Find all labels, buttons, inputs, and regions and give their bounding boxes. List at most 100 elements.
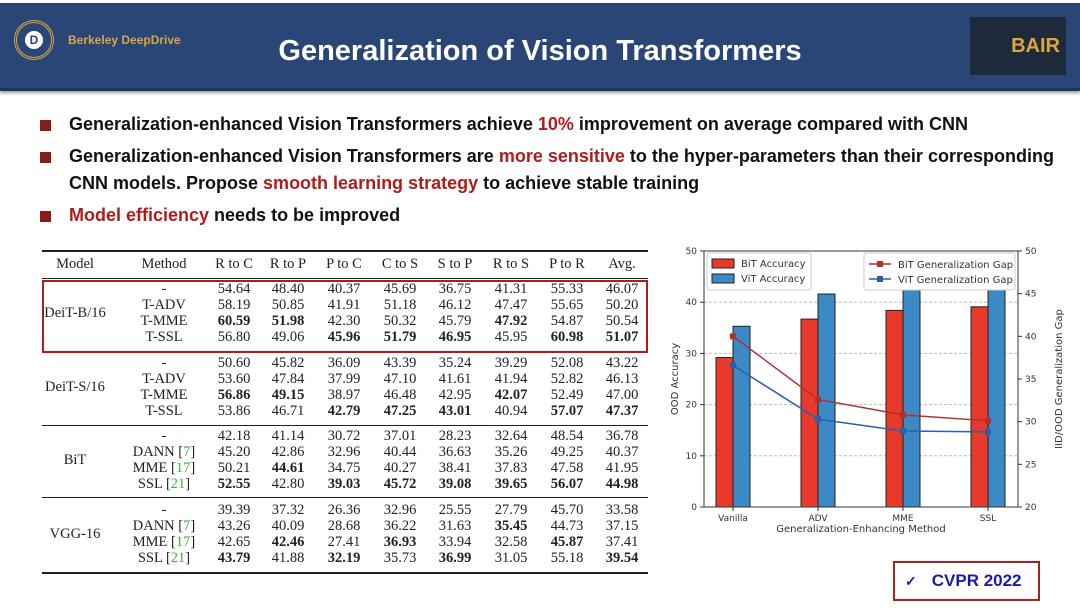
legend-swatch [711, 273, 735, 284]
table-cell: 45.87 [550, 534, 584, 550]
method-name: DANN [7] [132, 444, 196, 460]
table-cell: 36.99 [438, 550, 472, 566]
x-tick-label: ADV [808, 514, 828, 524]
gap-marker [900, 411, 906, 418]
y-tick-label: 50 [686, 247, 698, 257]
bar [902, 276, 921, 508]
table-cell: 53.60 [217, 371, 251, 387]
model-name: DeiT-B/16 [44, 305, 106, 321]
table-cell: 46.48 [383, 387, 417, 403]
y-tick-label: 40 [686, 298, 698, 308]
citation-link[interactable]: 17 [175, 534, 191, 550]
table-cell: 42.07 [494, 387, 528, 403]
table-cell: 51.79 [383, 329, 417, 345]
bullet-square-icon [40, 152, 51, 163]
table-cell: 28.23 [438, 428, 472, 444]
table-cell: 31.63 [438, 518, 472, 534]
table-cell: 50.54 [605, 313, 639, 329]
legend-marker [877, 276, 883, 282]
gap-marker [985, 428, 991, 435]
table-cell: 42.18 [217, 428, 251, 444]
table-rule [42, 572, 648, 574]
method-label: - [161, 281, 167, 297]
table-cell: 34.75 [327, 460, 361, 476]
column-header: P to C [326, 256, 362, 272]
table-cell: 45.95 [494, 329, 528, 345]
y2-tick-label: 30 [1025, 418, 1037, 428]
method-name: - [119, 355, 209, 372]
column-header: Method [141, 256, 187, 272]
highlight-box [42, 280, 648, 353]
x-axis-label: Generalization-Enhancing Method [776, 524, 945, 535]
table-cell: 35.24 [438, 355, 472, 371]
x-tick-label: Vanilla [718, 514, 748, 524]
table-cell: 54.64 [217, 281, 251, 297]
table-cell: 52.82 [550, 371, 584, 387]
table-cell: 32.96 [383, 502, 417, 518]
table-cell: 42.80 [271, 476, 305, 492]
table-cell: 44.73 [550, 518, 584, 534]
citation-link[interactable]: 7 [183, 518, 191, 534]
gap-line [732, 364, 989, 433]
table-rule [42, 250, 648, 252]
table-cell: 46.07 [605, 281, 639, 297]
bullet-text: improvement on average compared with CNN [573, 114, 968, 134]
table-cell: 49.25 [550, 444, 584, 460]
table-cell: 55.18 [550, 550, 584, 566]
y-tick-label: 0 [691, 503, 697, 513]
table-cell: 33.58 [605, 502, 639, 518]
accuracy-gap-chart: 0 10 20 30 40 50 20 25 30 35 40 45 50 Vanilla ADV MME SS… [670, 247, 1065, 535]
table-cell: 39.65 [494, 476, 528, 492]
citation-link[interactable]: 21 [170, 476, 186, 492]
y2-tick-label: 45 [1025, 290, 1036, 300]
table-cell: 32.96 [327, 444, 361, 460]
citation-link[interactable]: 7 [183, 444, 191, 460]
table-cell: 32.19 [327, 550, 361, 566]
table-cell: 51.98 [271, 313, 305, 329]
bullet-item: Model efficiency needs to be improved [40, 202, 1080, 229]
method-label: DANN [132, 444, 175, 460]
y2-tick-label: 25 [1025, 460, 1036, 470]
line-legend [863, 252, 1016, 291]
bullet-text: to the hyper-parameters than their corre… [69, 146, 1054, 193]
method-label: T-MME [140, 387, 188, 403]
table-cell: 32.64 [494, 428, 528, 444]
citation-link[interactable]: 17 [175, 460, 191, 476]
citation-link[interactable]: 21 [170, 550, 186, 566]
gap-marker [815, 396, 821, 403]
table-cell: 25.55 [438, 502, 472, 518]
table-cell: 41.91 [327, 297, 361, 313]
model-name: DeiT-S/16 [45, 379, 105, 395]
table-cell: 45.82 [271, 355, 305, 371]
table-cell: 39.39 [217, 502, 251, 518]
y-tick-label: 10 [686, 452, 698, 462]
table-cell: 28.68 [327, 518, 361, 534]
table-cell: 47.92 [494, 313, 528, 329]
table-cell: 41.14 [271, 428, 305, 444]
table-cell: 48.54 [550, 428, 584, 444]
gap-marker [900, 428, 906, 435]
bar [885, 309, 904, 508]
table-cell: 40.44 [383, 444, 417, 460]
table-cell: 55.65 [550, 297, 584, 313]
bullet-text: to achieve stable training [478, 173, 700, 193]
table-cell: 26.36 [327, 502, 361, 518]
table-cell: 47.10 [383, 371, 417, 387]
column-header: S to P [437, 256, 473, 272]
deepdrive-logo-text: Berkeley DeepDrive [68, 33, 181, 47]
table-cell: 41.31 [494, 281, 528, 297]
table-cell: 41.61 [438, 371, 472, 387]
table-cell: 42.79 [327, 403, 361, 419]
y2-tick-label: 40 [1025, 332, 1037, 342]
table-cell: 37.32 [271, 502, 305, 518]
bullet-item: Generalization-enhanced Vision Transform… [40, 143, 1080, 197]
table-cell: 43.22 [605, 355, 639, 371]
deepdrive-logo-icon: D [14, 20, 54, 60]
table-cell: 41.88 [271, 550, 305, 566]
table-cell: 36.93 [383, 534, 417, 550]
table-rule [42, 497, 648, 498]
method-name: - [119, 281, 209, 298]
highlight-text: more sensitive [498, 146, 625, 166]
table-cell: 53.86 [217, 403, 251, 419]
method-name: T-MME [119, 313, 209, 330]
